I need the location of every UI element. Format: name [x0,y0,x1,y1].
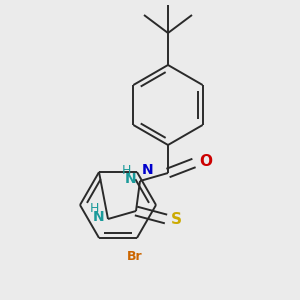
Text: S: S [171,212,182,226]
Text: Br: Br [127,250,143,263]
Text: N: N [92,210,104,224]
Text: O: O [199,154,212,169]
Text: N: N [124,172,136,186]
Text: H: H [121,164,131,178]
Text: N: N [142,163,154,177]
Text: H: H [89,202,99,215]
